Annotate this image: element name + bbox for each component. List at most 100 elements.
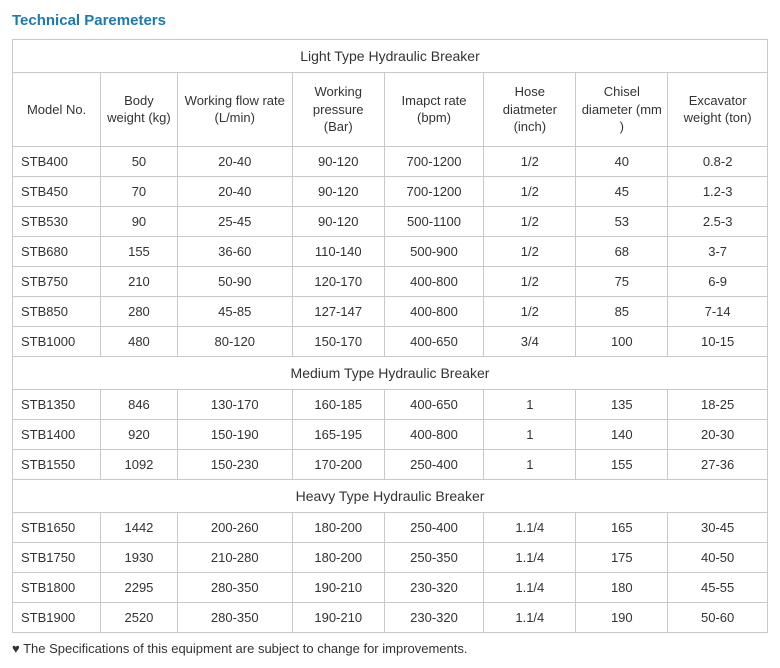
table-cell: 20-30 — [668, 419, 768, 449]
table-cell: 90-120 — [292, 176, 384, 206]
table-cell: 155 — [101, 236, 178, 266]
table-cell: 0.8-2 — [668, 146, 768, 176]
table-cell: 700-1200 — [384, 176, 484, 206]
table-cell: 3/4 — [484, 326, 576, 356]
table-cell: 250-400 — [384, 512, 484, 542]
table-cell: 1.1/4 — [484, 512, 576, 542]
table-cell: 135 — [576, 389, 668, 419]
table-cell: 480 — [101, 326, 178, 356]
table-cell: 190 — [576, 602, 668, 632]
table-cell: STB1750 — [13, 542, 101, 572]
section-header: Heavy Type Hydraulic Breaker — [13, 479, 768, 512]
table-cell: 920 — [101, 419, 178, 449]
table-row: STB16501442200-260180-200250-4001.1/4165… — [13, 512, 768, 542]
table-cell: 1930 — [101, 542, 178, 572]
table-cell: 210-280 — [177, 542, 292, 572]
table-cell: 45-55 — [668, 572, 768, 602]
column-header: Model No. — [13, 73, 101, 147]
table-cell: 2295 — [101, 572, 178, 602]
table-cell: 200-260 — [177, 512, 292, 542]
page-title: Technical Paremeters — [12, 12, 768, 29]
table-row: STB17501930210-280180-200250-3501.1/4175… — [13, 542, 768, 572]
table-cell: 80-120 — [177, 326, 292, 356]
table-row: STB68015536-60110-140500-9001/2683-7 — [13, 236, 768, 266]
table-cell: 500-1100 — [384, 206, 484, 236]
table-cell: 53 — [576, 206, 668, 236]
table-cell: 1/2 — [484, 296, 576, 326]
table-cell: 150-230 — [177, 449, 292, 479]
table-cell: 170-200 — [292, 449, 384, 479]
table-cell: STB400 — [13, 146, 101, 176]
table-cell: 127-147 — [292, 296, 384, 326]
table-cell: 180-200 — [292, 542, 384, 572]
table-cell: 36-60 — [177, 236, 292, 266]
table-cell: 1/2 — [484, 146, 576, 176]
column-header: Imapct rate (bpm) — [384, 73, 484, 147]
table-cell: 1092 — [101, 449, 178, 479]
table-cell: 18-25 — [668, 389, 768, 419]
footnote: ♥ The Specifications of this equipment a… — [12, 641, 768, 656]
table-row: STB85028045-85127-147400-8001/2857-14 — [13, 296, 768, 326]
table-cell: 1 — [484, 419, 576, 449]
table-row: STB5309025-4590-120500-11001/2532.5-3 — [13, 206, 768, 236]
table-row: STB75021050-90120-170400-8001/2756-9 — [13, 266, 768, 296]
table-cell: 1/2 — [484, 206, 576, 236]
table-cell: 2520 — [101, 602, 178, 632]
table-cell: 140 — [576, 419, 668, 449]
table-cell: STB1550 — [13, 449, 101, 479]
column-header: Excavator weight (ton) — [668, 73, 768, 147]
table-cell: 85 — [576, 296, 668, 326]
table-cell: STB1400 — [13, 419, 101, 449]
table-row: STB100048080-120150-170400-6503/410010-1… — [13, 326, 768, 356]
table-cell: 50 — [101, 146, 178, 176]
table-cell: 175 — [576, 542, 668, 572]
table-cell: 165 — [576, 512, 668, 542]
table-cell: 120-170 — [292, 266, 384, 296]
section-header: Light Type Hydraulic Breaker — [13, 40, 768, 73]
table-cell: 110-140 — [292, 236, 384, 266]
table-row: STB19002520280-350190-210230-3201.1/4190… — [13, 602, 768, 632]
table-cell: 1442 — [101, 512, 178, 542]
table-cell: 50-90 — [177, 266, 292, 296]
table-cell: 40 — [576, 146, 668, 176]
table-row: STB15501092150-230170-200250-400115527-3… — [13, 449, 768, 479]
table-cell: 1/2 — [484, 266, 576, 296]
table-cell: 400-650 — [384, 389, 484, 419]
table-cell: 45 — [576, 176, 668, 206]
table-cell: 1/2 — [484, 176, 576, 206]
table-cell: 25-45 — [177, 206, 292, 236]
table-cell: 190-210 — [292, 602, 384, 632]
table-cell: 230-320 — [384, 602, 484, 632]
column-header: Hose diatmeter (inch) — [484, 73, 576, 147]
table-cell: 846 — [101, 389, 178, 419]
table-cell: 165-195 — [292, 419, 384, 449]
table-cell: 280 — [101, 296, 178, 326]
table-cell: 45-85 — [177, 296, 292, 326]
table-cell: STB680 — [13, 236, 101, 266]
table-cell: 180 — [576, 572, 668, 602]
table-cell: 1.1/4 — [484, 542, 576, 572]
table-cell: 90-120 — [292, 146, 384, 176]
table-cell: 500-900 — [384, 236, 484, 266]
table-row: STB1350846130-170160-185400-650113518-25 — [13, 389, 768, 419]
table-cell: 250-350 — [384, 542, 484, 572]
table-cell: 27-36 — [668, 449, 768, 479]
table-cell: 280-350 — [177, 602, 292, 632]
table-cell: 20-40 — [177, 176, 292, 206]
section-header: Medium Type Hydraulic Breaker — [13, 356, 768, 389]
table-cell: 70 — [101, 176, 178, 206]
table-cell: 400-650 — [384, 326, 484, 356]
table-cell: STB750 — [13, 266, 101, 296]
table-cell: 230-320 — [384, 572, 484, 602]
table-cell: 50-60 — [668, 602, 768, 632]
table-cell: 700-1200 — [384, 146, 484, 176]
table-cell: 1.1/4 — [484, 602, 576, 632]
column-header: Working flow rate (L/min) — [177, 73, 292, 147]
table-cell: 400-800 — [384, 266, 484, 296]
table-cell: 68 — [576, 236, 668, 266]
column-header: Working pressure (Bar) — [292, 73, 384, 147]
table-cell: STB1000 — [13, 326, 101, 356]
table-cell: 10-15 — [668, 326, 768, 356]
spec-table: Light Type Hydraulic BreakerModel No.Bod… — [12, 39, 768, 633]
table-cell: 190-210 — [292, 572, 384, 602]
